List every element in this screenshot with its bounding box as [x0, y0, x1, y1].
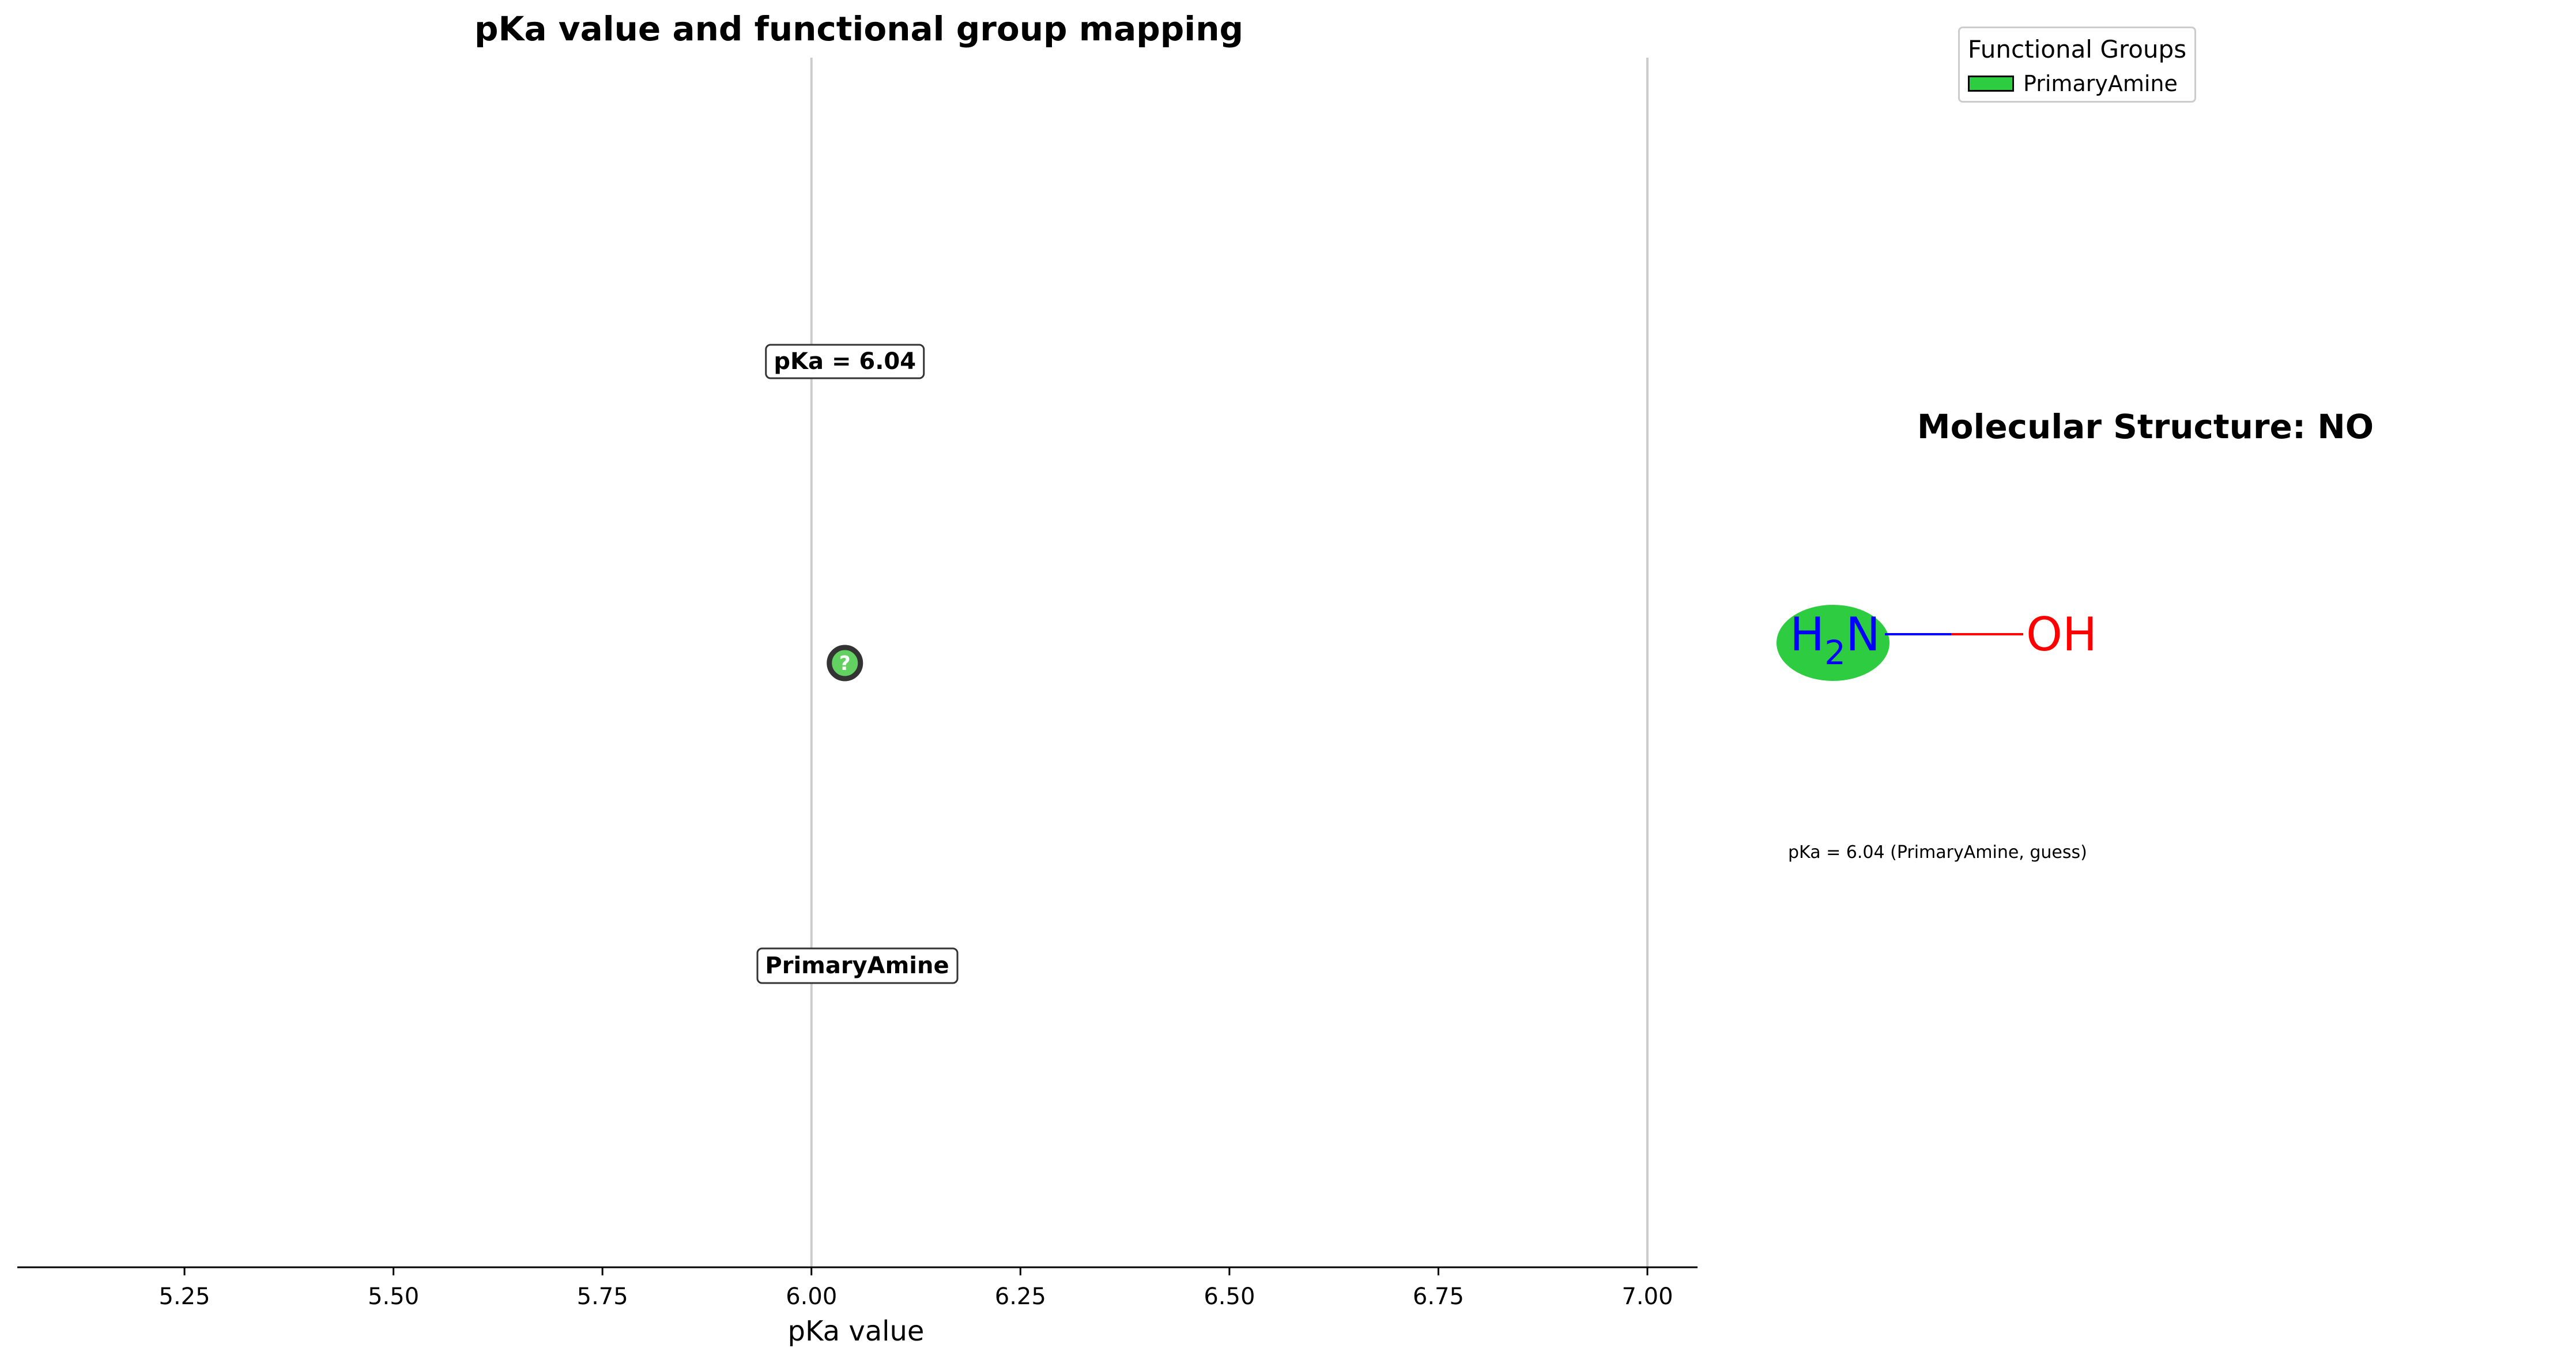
pka-value-label: pKa = 6.04	[774, 348, 916, 375]
molecule-title: Molecular Structure: NO	[1917, 407, 2374, 446]
x-tick-label: 6.00	[786, 1283, 837, 1310]
data-points: ?	[827, 645, 863, 682]
x-tick-label: 6.50	[1204, 1283, 1255, 1310]
pka-chart: pKa value and functional group mapping 5…	[17, 9, 1698, 1347]
x-tick-label: 5.50	[368, 1283, 419, 1310]
functional-group-annotation: PrimaryAmine	[756, 947, 959, 984]
x-tick-label: 5.25	[159, 1283, 210, 1310]
reference-lines	[810, 58, 1649, 1267]
atom-n: N	[1846, 608, 1880, 661]
molecule-caption: pKa = 6.04 (PrimaryAmine, guess)	[1788, 842, 2087, 863]
x-tick-label: 7.00	[1621, 1283, 1673, 1310]
amine-atom: H2N	[1790, 608, 1880, 672]
atom-subscript: 2	[1824, 633, 1846, 672]
data-point	[827, 645, 863, 682]
chart-title: pKa value and functional group mapping	[474, 9, 1243, 48]
hydroxyl-atom: OH	[2026, 608, 2097, 661]
x-tick-label: 5.75	[577, 1283, 628, 1310]
legend: Functional Groups PrimaryAmine	[1958, 27, 2196, 103]
pka-value-annotation: pKa = 6.04	[765, 344, 925, 379]
functional-group-label: PrimaryAmine	[765, 952, 949, 979]
amine-highlight	[1777, 605, 1889, 681]
x-tick-label: 6.25	[995, 1283, 1046, 1310]
legend-entry-label: PrimaryAmine	[2023, 71, 2178, 96]
atom-h: H	[1790, 608, 1824, 661]
data-point-marker-label: ?	[839, 652, 851, 675]
molecule-panel: Molecular Structure: NO H2N OH pKa = 6.0…	[1777, 407, 2374, 863]
legend-title: Functional Groups	[1967, 35, 2187, 63]
x-tick-label: 6.75	[1413, 1283, 1464, 1310]
x-axis-ticks: 5.25 5.50 5.75 6.00 6.25 6.50 6.75 7.00	[159, 1267, 1673, 1310]
legend-swatch	[1968, 76, 2014, 92]
x-axis-label: pKa value	[788, 1315, 925, 1347]
